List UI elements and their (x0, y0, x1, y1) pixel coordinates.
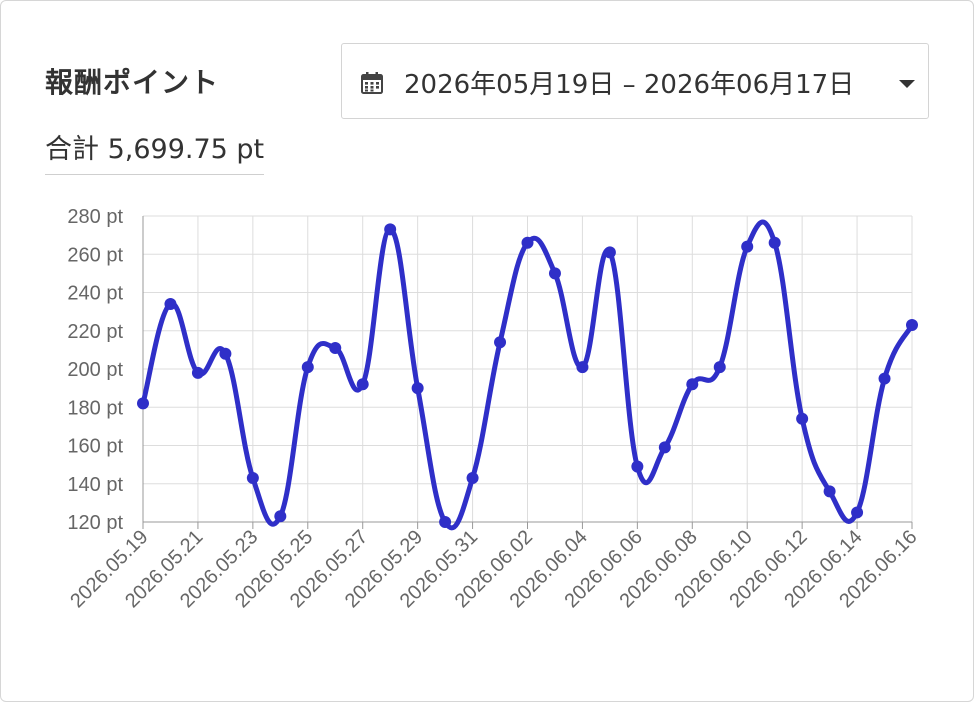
data-point[interactable] (356, 378, 369, 391)
calendar-icon (361, 72, 383, 94)
y-tick-label: 180 pt (67, 397, 123, 419)
data-point[interactable] (796, 412, 809, 425)
data-point[interactable] (878, 372, 891, 385)
data-point[interactable] (603, 246, 616, 259)
data-point[interactable] (219, 347, 232, 360)
data-point[interactable] (411, 382, 424, 395)
data-point[interactable] (548, 267, 561, 280)
data-point[interactable] (713, 361, 726, 374)
data-point[interactable] (741, 240, 754, 253)
data-point[interactable] (823, 485, 836, 498)
y-tick-label: 280 pt (67, 206, 123, 228)
data-point[interactable] (164, 297, 177, 310)
data-point[interactable] (521, 236, 534, 249)
data-point[interactable] (246, 472, 259, 485)
data-point[interactable] (686, 378, 699, 391)
y-tick-label: 200 pt (67, 359, 123, 381)
y-tick-label: 120 pt (67, 512, 123, 534)
data-point[interactable] (631, 460, 644, 473)
data-point[interactable] (384, 223, 397, 236)
y-tick-label: 220 pt (67, 321, 123, 343)
data-point[interactable] (191, 366, 204, 379)
y-tick-label: 260 pt (67, 244, 123, 266)
data-point[interactable] (301, 361, 314, 374)
data-point[interactable] (439, 516, 452, 528)
y-tick-label: 140 pt (67, 474, 123, 496)
data-point[interactable] (768, 236, 781, 249)
y-tick-label: 240 pt (67, 283, 123, 305)
data-point[interactable] (851, 506, 864, 519)
data-point[interactable] (494, 336, 507, 349)
caret-down-icon (899, 80, 915, 88)
data-point[interactable] (329, 341, 342, 354)
date-range-picker[interactable]: 2026年05月19日 – 2026年06月17日 (341, 43, 929, 119)
data-point[interactable] (466, 472, 479, 485)
data-point[interactable] (576, 361, 589, 374)
date-range-label: 2026年05月19日 – 2026年06月17日 (404, 70, 855, 100)
data-point[interactable] (274, 510, 287, 523)
data-point[interactable] (658, 441, 671, 454)
y-tick-label: 160 pt (67, 436, 123, 458)
total-points: 合計 5,699.75 pt (45, 127, 265, 175)
data-point[interactable] (137, 397, 149, 410)
data-point[interactable] (906, 319, 918, 332)
page-title: 報酬ポイント (45, 66, 220, 99)
rewards-line-chart: 120 pt 140 pt 160 pt 180 pt 200 pt 220 pt 240 … (66, 206, 921, 612)
